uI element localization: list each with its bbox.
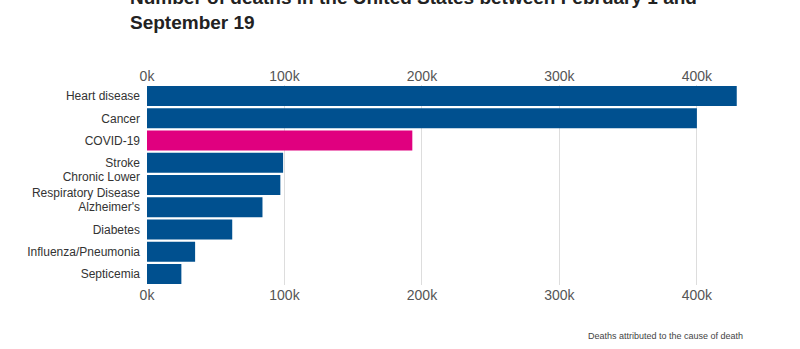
svg-text:Stroke: Stroke: [105, 156, 140, 170]
svg-text:0k: 0k: [140, 287, 156, 303]
svg-text:Heart disease: Heart disease: [66, 89, 140, 103]
svg-text:100k: 100k: [269, 287, 300, 303]
svg-text:200k: 200k: [407, 287, 438, 303]
svg-text:200k: 200k: [407, 68, 438, 84]
svg-text:Septicemia: Septicemia: [81, 267, 141, 281]
svg-text:COVID-19: COVID-19: [85, 134, 141, 148]
svg-text:Number of deaths in the United: Number of deaths in the United States be…: [130, 0, 697, 33]
svg-text:Cancer: Cancer: [101, 112, 140, 126]
svg-text:400k: 400k: [682, 287, 713, 303]
svg-text:Chronic LowerRespiratory Disea: Chronic LowerRespiratory Disease: [32, 170, 140, 200]
svg-text:Diabetes: Diabetes: [93, 223, 140, 237]
svg-text:Deaths attributed to the cause: Deaths attributed to the cause of death: [588, 331, 743, 341]
svg-text:0k: 0k: [140, 68, 156, 84]
svg-text:Influenza/Pneumonia: Influenza/Pneumonia: [27, 245, 140, 259]
svg-text:400k: 400k: [682, 68, 713, 84]
svg-text:100k: 100k: [269, 68, 300, 84]
svg-text:Alzheimer's: Alzheimer's: [78, 200, 140, 214]
svg-text:300k: 300k: [544, 287, 575, 303]
svg-text:300k: 300k: [544, 68, 575, 84]
